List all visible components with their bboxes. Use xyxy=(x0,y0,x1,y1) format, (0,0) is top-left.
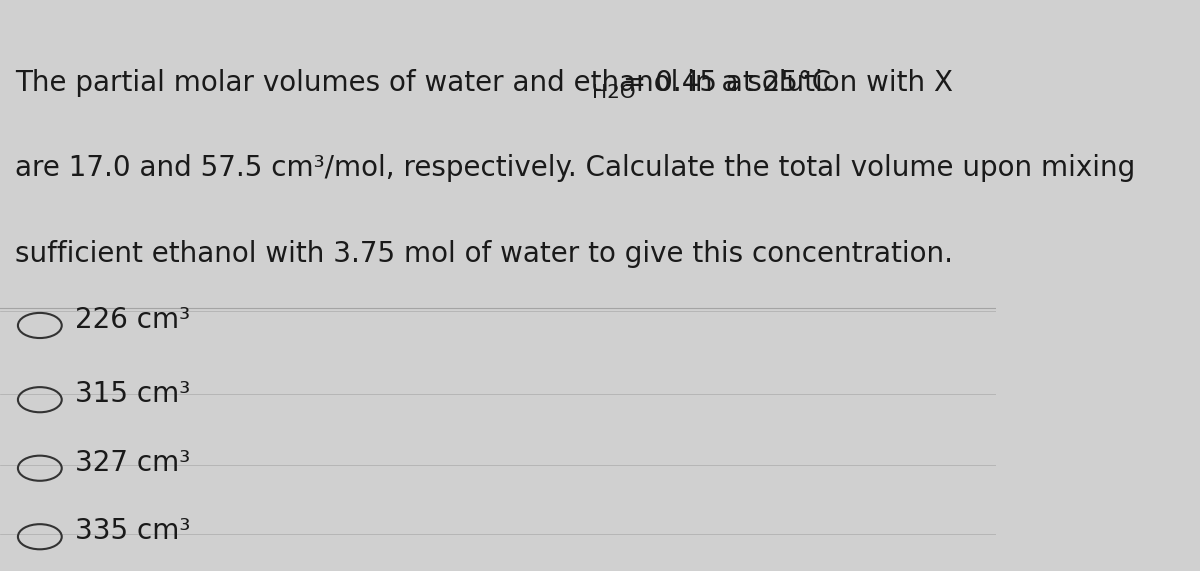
Text: H2O: H2O xyxy=(592,83,636,102)
Text: = 0.45 at 25°C: = 0.45 at 25°C xyxy=(613,69,830,96)
Text: 226 cm³: 226 cm³ xyxy=(74,305,190,334)
Text: The partial molar volumes of water and ethanol in a solution with X: The partial molar volumes of water and e… xyxy=(14,69,953,96)
Text: 335 cm³: 335 cm³ xyxy=(74,517,190,545)
Text: 315 cm³: 315 cm³ xyxy=(74,380,190,408)
Text: sufficient ethanol with 3.75 mol of water to give this concentration.: sufficient ethanol with 3.75 mol of wate… xyxy=(14,240,953,268)
Text: are 17.0 and 57.5 cm³/mol, respectively. Calculate the total volume upon mixing: are 17.0 and 57.5 cm³/mol, respectively.… xyxy=(14,154,1135,182)
Text: 327 cm³: 327 cm³ xyxy=(74,448,190,477)
